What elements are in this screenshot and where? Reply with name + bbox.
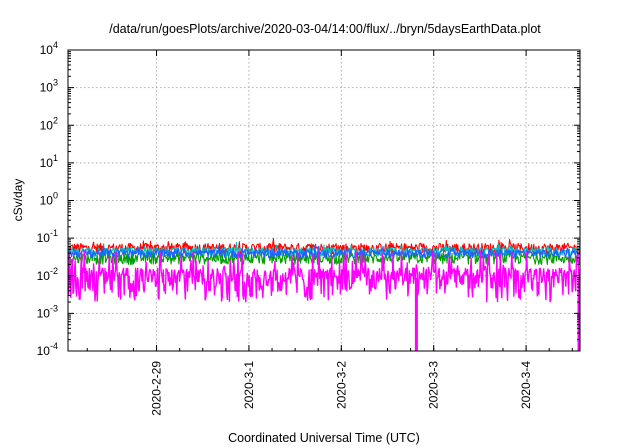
series-line [67, 247, 581, 265]
y-tick-label: 10-2 [37, 266, 58, 283]
x-tick-label: 2020-3-4 [519, 361, 533, 409]
y-tick-label: 10-1 [37, 228, 58, 245]
x-tick-label: 2020-3-3 [427, 361, 441, 409]
y-tick-label: 10-3 [37, 303, 58, 320]
x-tick-label: 2020-3-1 [242, 361, 256, 409]
y-tick-label: 103 [40, 78, 58, 95]
series-lines [67, 237, 581, 351]
chart-title: /data/run/goesPlots/archive/2020-03-04/1… [109, 22, 541, 36]
series-line [67, 242, 581, 257]
series-line [67, 250, 581, 303]
series-line [67, 244, 581, 259]
y-ticks: 10-4 10-3 10-2 10-1 100 101 102 103 104 [37, 40, 580, 358]
y-tick-label: 104 [40, 40, 58, 57]
grid [68, 50, 580, 351]
x-tick-label: 2020-3-2 [334, 361, 348, 409]
x-tick-label: 2020-2-29 [150, 361, 164, 416]
y-axis-label: cSv/day [11, 179, 25, 222]
y-tick-label: 102 [40, 115, 58, 132]
x-axis-label: Coordinated Universal Time (UTC) [228, 431, 420, 445]
x-ticks: 2020-2-29 2020-3-1 2020-3-2 2020-3-3 2020-3-… [86, 50, 573, 416]
y-tick-label: 101 [40, 153, 58, 170]
y-tick-label: 100 [40, 191, 58, 208]
y-tick-label: 10-4 [37, 341, 58, 358]
